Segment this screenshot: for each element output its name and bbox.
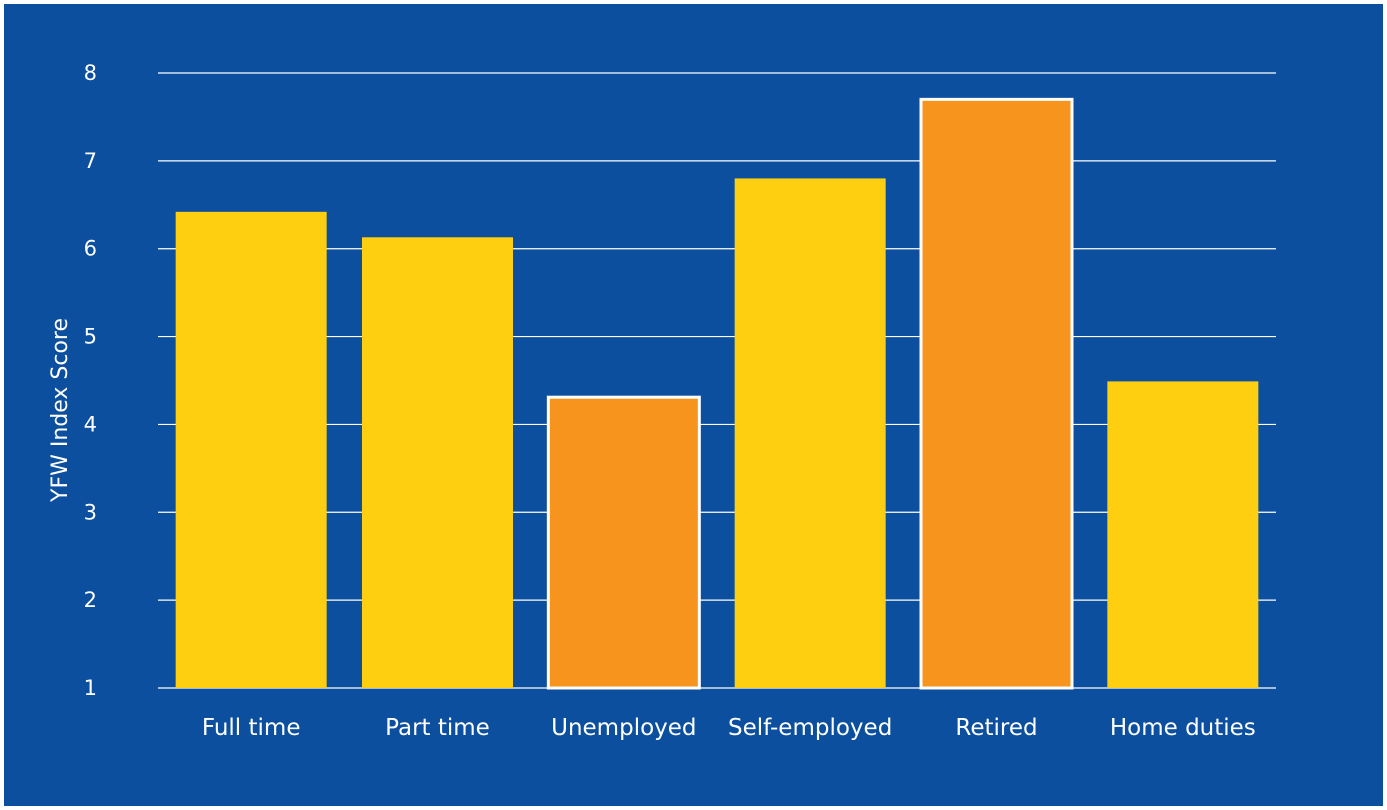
y-tick-label: 1 — [84, 676, 97, 700]
y-tick-label: 6 — [84, 237, 97, 261]
bar-unemployed — [546, 395, 701, 690]
y-tick-label: 2 — [84, 588, 97, 612]
bar-chart: 1 2 3 4 5 6 7 8 Full time Part time Unemployed Sel… — [4, 4, 1383, 806]
y-tick-label: 4 — [84, 412, 97, 436]
x-axis-categories: Full time Part time Unemployed Self-employe… — [202, 715, 1256, 741]
bar-full-time — [175, 211, 327, 689]
x-category-label: Home duties — [1110, 715, 1256, 741]
x-category-label: Retired — [955, 715, 1037, 741]
bar-retired — [919, 97, 1074, 690]
y-tick-label: 8 — [84, 61, 97, 85]
gridlines — [158, 72, 1276, 689]
y-axis-title: YFW Index Score — [48, 318, 73, 503]
bars — [175, 97, 1259, 690]
y-tick-label: 3 — [84, 500, 97, 524]
y-axis-ticks: 1 2 3 4 5 6 7 8 — [84, 61, 97, 700]
x-category-label: Part time — [385, 715, 490, 741]
bar-part-time — [362, 237, 513, 689]
x-category-label: Self-employed — [728, 715, 892, 741]
y-tick-label: 7 — [84, 149, 97, 173]
x-category-label: Full time — [202, 715, 301, 741]
bar-self-employed — [734, 178, 886, 688]
x-category-label: Unemployed — [551, 715, 696, 741]
y-tick-label: 5 — [84, 325, 97, 349]
bar-home-duties — [1107, 381, 1259, 688]
